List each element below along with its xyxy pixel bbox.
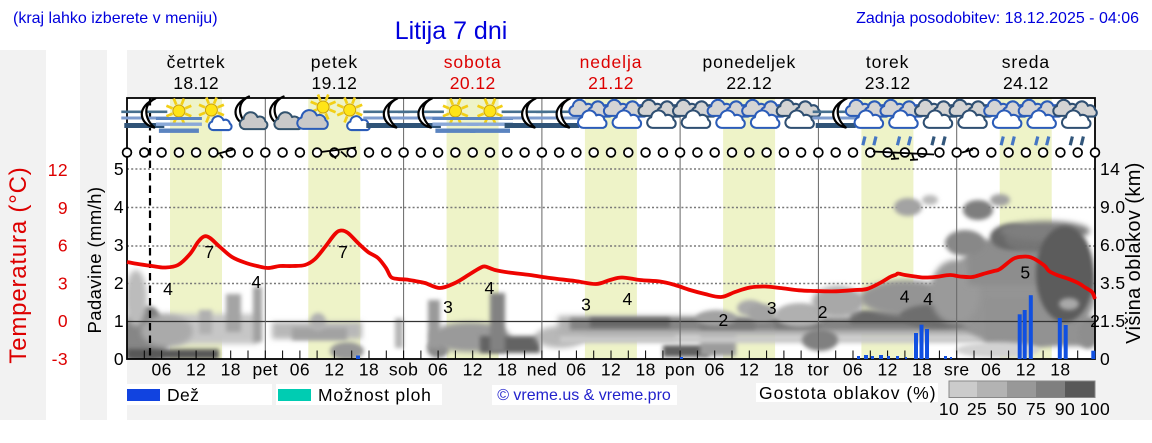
- svg-text:Višina oblakov (km): Višina oblakov (km): [1123, 162, 1145, 344]
- svg-text:25: 25: [967, 399, 987, 419]
- svg-text:20.12: 20.12: [450, 73, 496, 93]
- svg-text:50: 50: [997, 399, 1017, 419]
- svg-text:0: 0: [58, 311, 68, 331]
- svg-text:06: 06: [428, 360, 448, 380]
- svg-text:4: 4: [163, 279, 173, 299]
- svg-text:torek: torek: [866, 52, 909, 72]
- svg-text:2: 2: [818, 302, 828, 322]
- svg-text:9: 9: [58, 198, 68, 218]
- svg-text:18.12: 18.12: [173, 73, 219, 93]
- svg-text:23.12: 23.12: [865, 73, 911, 93]
- svg-text:Padavine (mm/h): Padavine (mm/h): [84, 187, 105, 334]
- svg-text:petek: petek: [311, 52, 358, 72]
- svg-text:12: 12: [601, 360, 621, 380]
- svg-text:3.5: 3.5: [1100, 273, 1126, 293]
- svg-text:4: 4: [923, 289, 933, 309]
- svg-text:Temperatura (°C): Temperatura (°C): [5, 166, 32, 363]
- svg-text:0: 0: [1100, 349, 1110, 369]
- svg-text:4: 4: [900, 286, 910, 306]
- svg-text:ponedeljek: ponedeljek: [702, 52, 796, 72]
- svg-text:9.0: 9.0: [1100, 197, 1126, 217]
- svg-text:2: 2: [114, 273, 124, 293]
- svg-text:sob: sob: [389, 360, 418, 380]
- svg-text:sre: sre: [944, 360, 970, 380]
- svg-text:pon: pon: [665, 360, 695, 380]
- svg-text:21.12: 21.12: [588, 73, 634, 93]
- svg-text:Litija 7 dni: Litija 7 dni: [395, 17, 508, 45]
- svg-text:3: 3: [443, 297, 453, 317]
- svg-text:Zadnja posodobitev: 18.12.2025: Zadnja posodobitev: 18.12.2025 - 04:06: [856, 10, 1139, 27]
- svg-text:10: 10: [939, 399, 959, 419]
- svg-text:12: 12: [877, 360, 897, 380]
- svg-text:18: 18: [221, 360, 241, 380]
- svg-text:12: 12: [186, 360, 206, 380]
- svg-text:2: 2: [1090, 311, 1100, 331]
- svg-text:3: 3: [58, 273, 68, 293]
- svg-text:6: 6: [58, 236, 68, 256]
- svg-text:Možnost ploh: Možnost ploh: [318, 385, 432, 405]
- svg-text:18: 18: [912, 360, 932, 380]
- svg-text:4: 4: [114, 197, 124, 217]
- svg-text:06: 06: [981, 360, 1001, 380]
- svg-text:18: 18: [1050, 360, 1070, 380]
- svg-text:5: 5: [114, 159, 124, 179]
- svg-text:4: 4: [251, 272, 261, 292]
- svg-text:06: 06: [705, 360, 725, 380]
- svg-text:1.5: 1.5: [1100, 311, 1126, 331]
- svg-text:3: 3: [114, 235, 124, 255]
- svg-text:19.12: 19.12: [312, 73, 358, 93]
- svg-text:sobota: sobota: [444, 52, 502, 72]
- svg-text:2: 2: [719, 310, 729, 330]
- svg-text:7: 7: [204, 242, 214, 262]
- svg-text:06: 06: [566, 360, 586, 380]
- svg-text:14: 14: [1100, 159, 1120, 179]
- svg-text:22.12: 22.12: [726, 73, 772, 93]
- svg-text:18: 18: [497, 360, 517, 380]
- svg-text:3: 3: [767, 298, 777, 318]
- svg-text:90: 90: [1055, 399, 1075, 419]
- svg-text:12: 12: [739, 360, 759, 380]
- svg-text:1: 1: [114, 311, 124, 331]
- svg-text:pet: pet: [253, 360, 279, 380]
- svg-text:100: 100: [1080, 399, 1110, 419]
- svg-text:18: 18: [635, 360, 655, 380]
- svg-text:12: 12: [1016, 360, 1036, 380]
- svg-text:Dež: Dež: [167, 385, 199, 405]
- svg-text:18: 18: [359, 360, 379, 380]
- svg-text:© vreme.us & vreme.pro: © vreme.us & vreme.pro: [497, 387, 671, 404]
- svg-text:75: 75: [1026, 399, 1046, 419]
- svg-text:četrtek: četrtek: [167, 52, 226, 72]
- svg-text:7: 7: [338, 242, 348, 262]
- svg-text:nedelja: nedelja: [580, 52, 643, 72]
- svg-text:ned: ned: [527, 360, 557, 380]
- svg-text:4: 4: [623, 289, 633, 309]
- svg-text:Gostota oblakov (%): Gostota oblakov (%): [759, 383, 937, 403]
- svg-text:3: 3: [581, 295, 591, 315]
- svg-text:sreda: sreda: [1002, 52, 1050, 72]
- svg-text:(kraj lahko izberete v meniju): (kraj lahko izberete v meniju): [13, 10, 218, 27]
- svg-text:4: 4: [485, 278, 495, 298]
- svg-text:12: 12: [48, 160, 68, 180]
- svg-text:-3: -3: [52, 349, 68, 369]
- svg-text:12: 12: [324, 360, 344, 380]
- svg-text:tor: tor: [808, 360, 830, 380]
- svg-text:5: 5: [1020, 262, 1030, 282]
- svg-text:0: 0: [114, 349, 124, 369]
- svg-text:24.12: 24.12: [1003, 73, 1049, 93]
- svg-text:06: 06: [290, 360, 310, 380]
- svg-text:18: 18: [774, 360, 794, 380]
- svg-text:06: 06: [151, 360, 171, 380]
- svg-text:06: 06: [843, 360, 863, 380]
- svg-text:12: 12: [463, 360, 483, 380]
- svg-text:6.0: 6.0: [1100, 235, 1126, 255]
